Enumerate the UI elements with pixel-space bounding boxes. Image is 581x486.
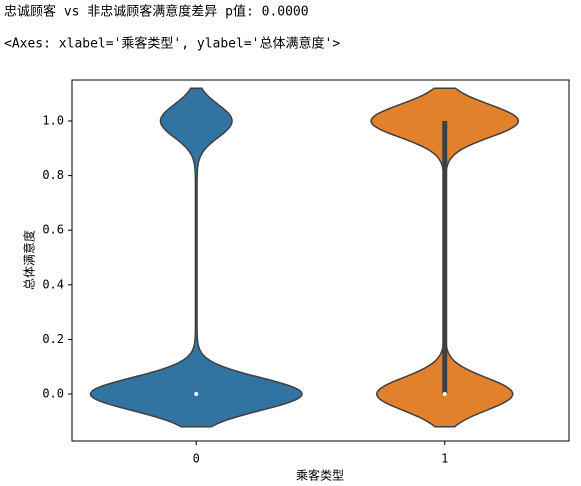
violin-median xyxy=(442,392,447,397)
stdout-text: 忠诚顾客 vs 非忠诚顾客满意度差异 p值: 0.0000 xyxy=(4,4,309,20)
y-axis-label: 总体满意度 xyxy=(22,230,37,290)
y-tick-label: 0.6 xyxy=(42,223,64,237)
repr-text: <Axes: xlabel='乘客类型', ylabel='总体满意度'> xyxy=(4,36,340,52)
y-tick-label: 0.2 xyxy=(42,332,64,346)
y-tick-label: 1.0 xyxy=(42,113,64,127)
violin-box xyxy=(442,120,448,395)
plot-frame xyxy=(71,79,570,442)
x-tick-label: 1 xyxy=(441,452,448,466)
x-tick-label: 0 xyxy=(193,452,200,466)
violin-median xyxy=(194,392,199,397)
y-tick-label: 0.8 xyxy=(42,168,64,182)
y-tick-label: 0.4 xyxy=(42,277,64,291)
y-tick-label: 0.0 xyxy=(42,387,64,401)
violin-body xyxy=(89,87,303,428)
x-axis-label: 乘客类型 xyxy=(296,468,344,483)
